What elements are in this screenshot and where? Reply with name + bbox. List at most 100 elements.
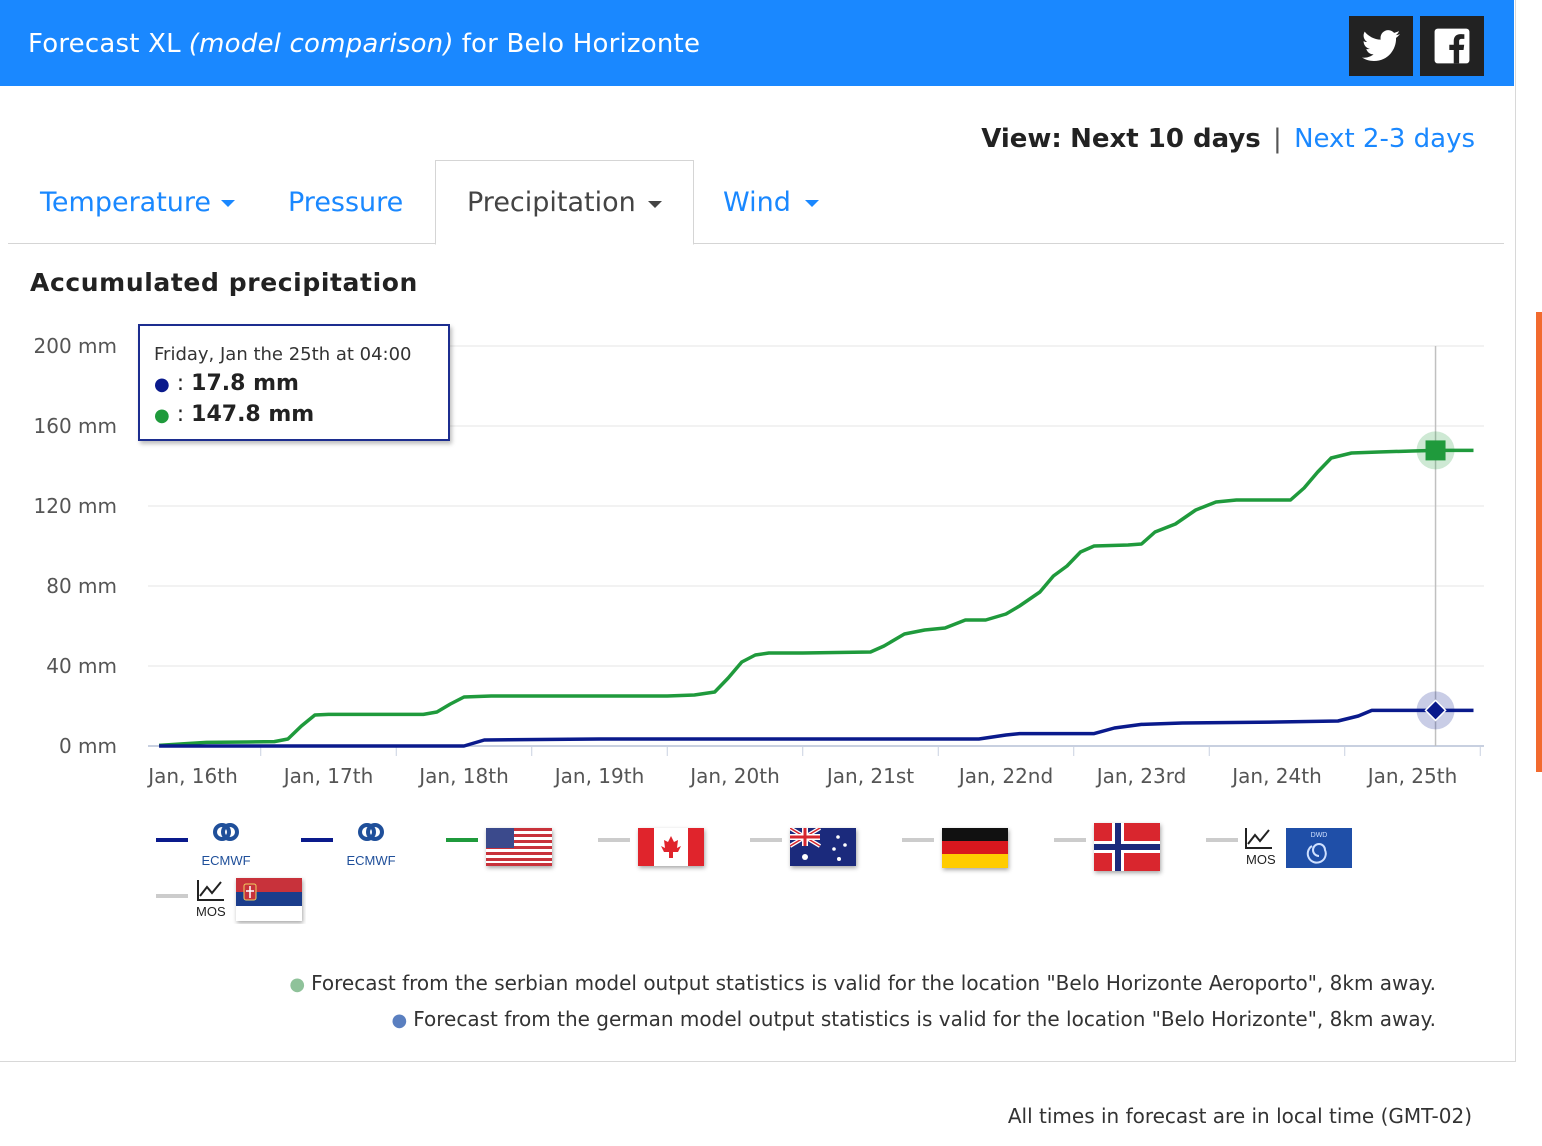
note-german: ● Forecast from the german model output s… — [289, 1002, 1437, 1038]
legend-line — [301, 838, 333, 842]
facebook-share-button[interactable] — [1420, 16, 1484, 76]
x-tick-label: Jan, 16th — [146, 764, 238, 788]
forecast-panel: Forecast XL (model comparison) for Belo Ho… — [0, 0, 1516, 1062]
tooltip-row-gfs: ● : 147.8 mm — [154, 402, 434, 427]
tab-wind-label: Wind — [723, 186, 791, 218]
legend-item-ecmwf-1[interactable]: ECMWF — [150, 818, 270, 868]
legend-item-mos-serbia[interactable]: MOS — [150, 874, 320, 924]
x-tick-label: Jan, 24th — [1230, 764, 1322, 788]
series-line-1 — [159, 708, 1474, 748]
mos-label: MOS — [1246, 852, 1276, 867]
dwd-badge-label: DWD — [1311, 832, 1328, 839]
note-text: Forecast from the german model output st… — [413, 1007, 1436, 1031]
x-tick-label: Jan, 19th — [553, 764, 645, 788]
page-title: Forecast XL (model comparison) for Belo Ho… — [28, 29, 700, 59]
note-text: Forecast from the serbian model output s… — [311, 971, 1436, 995]
title-bar: Forecast XL (model comparison) for Belo Ho… — [0, 0, 1514, 86]
tab-pressure[interactable]: Pressure — [288, 160, 403, 244]
y-tick-label: 200 mm — [34, 334, 118, 358]
legend-line — [156, 894, 188, 898]
legend-line — [902, 838, 934, 842]
tab-pressure-label: Pressure — [288, 186, 404, 218]
canada-flag-icon — [638, 828, 704, 866]
title-italic: (model comparison) — [188, 29, 454, 59]
chart-tooltip: Friday, Jan the 25th at 04:00 ● : 17.8 m… — [138, 324, 450, 441]
ecmwf-logo-icon: ECMWF — [201, 823, 251, 868]
tooltip-separator: : — [176, 371, 185, 396]
y-tick-label: 0 mm — [59, 734, 117, 758]
tooltip-header: Friday, Jan the 25th at 04:00 — [154, 344, 412, 365]
tab-precipitation[interactable]: Precipitation — [435, 160, 694, 245]
mos-serbia-flag-icon: MOS — [196, 878, 302, 921]
chevron-down-icon — [221, 200, 236, 207]
twitter-icon — [1362, 30, 1400, 62]
y-tick-label: 160 mm — [34, 414, 118, 438]
tooltip-value: 17.8 mm — [191, 371, 299, 396]
legend-line — [156, 838, 188, 842]
tab-bar: Temperature Pressure Precipitation Wind — [8, 160, 1504, 245]
note-serbian: ● Forecast from the serbian model output … — [289, 966, 1436, 1002]
norway-flag-icon — [1094, 823, 1160, 871]
x-tick-label: Jan, 18th — [417, 764, 509, 788]
legend-item-canada[interactable] — [592, 818, 712, 868]
view-alternative-link[interactable]: Next 2-3 days — [1294, 124, 1475, 154]
x-tick-label: Jan, 22nd — [957, 764, 1053, 788]
chart-title: Accumulated precipitation — [30, 268, 418, 297]
ecmwf-label: ECMWF — [201, 853, 250, 868]
tab-wind[interactable]: Wind — [723, 160, 819, 244]
series-dot-icon: ● — [154, 405, 170, 426]
tab-temperature[interactable]: Temperature — [40, 160, 236, 244]
legend-line — [446, 838, 478, 842]
legend-line — [750, 838, 782, 842]
mos-dwd-icon: MOS DWD — [1245, 828, 1352, 868]
legend-item-mos-dwd[interactable]: MOS DWD — [1200, 818, 1360, 868]
legend-item-usa[interactable] — [440, 818, 560, 868]
timezone-footer: All times in forecast are in local time … — [1007, 1104, 1472, 1128]
australia-flag-icon — [790, 828, 856, 866]
mos-label: MOS — [196, 904, 226, 919]
y-tick-label: 120 mm — [34, 494, 118, 518]
view-current: Next 10 days — [1070, 124, 1261, 154]
legend-item-germany[interactable] — [896, 818, 1016, 868]
square-marker — [1425, 440, 1446, 461]
x-tick-label: Jan, 23rd — [1095, 764, 1187, 788]
legend-line — [598, 838, 630, 842]
view-label: View: — [981, 124, 1062, 154]
model-location-notes: ● Forecast from the serbian model output … — [289, 966, 1436, 1038]
tab-temperature-label: Temperature — [40, 186, 212, 218]
y-tick-label: 40 mm — [46, 654, 117, 678]
y-tick-label: 80 mm — [46, 574, 117, 598]
x-tick-label: Jan, 20th — [688, 764, 780, 788]
ecmwf-logo-icon: ECMWF — [346, 823, 396, 868]
usa-flag-icon — [486, 828, 552, 866]
note-dot-icon: ● — [391, 1010, 408, 1031]
legend-item-ecmwf-2[interactable]: ECMWF — [295, 818, 415, 868]
ecmwf-label: ECMWF — [346, 853, 395, 868]
germany-flag-icon — [942, 828, 1008, 868]
diamond-marker — [1424, 699, 1447, 722]
legend-line — [1206, 838, 1238, 842]
x-tick-label: Jan, 25th — [1366, 764, 1458, 788]
view-separator: | — [1273, 124, 1282, 154]
tooltip-value: 147.8 mm — [191, 402, 315, 427]
tooltip-separator: : — [176, 402, 185, 427]
legend-item-norway[interactable] — [1048, 818, 1168, 871]
view-selector: View: Next 10 days | Next 2-3 days — [981, 124, 1475, 154]
title-location: for Belo Horizonte — [461, 29, 701, 59]
title-prefix: Forecast XL — [28, 29, 181, 59]
tooltip-row-ecmwf: ● : 17.8 mm — [154, 371, 434, 396]
chevron-down-icon — [804, 200, 819, 207]
note-dot-icon: ● — [289, 974, 306, 995]
series-dot-icon: ● — [154, 374, 170, 395]
series-line-0 — [158, 448, 1474, 748]
x-tick-label: Jan, 17th — [282, 764, 374, 788]
twitter-share-button[interactable] — [1349, 16, 1413, 76]
legend-item-australia[interactable] — [744, 818, 864, 868]
page-scrollbar[interactable] — [1536, 312, 1542, 772]
x-tick-label: Jan, 21st — [825, 764, 914, 788]
tab-precipitation-label: Precipitation — [467, 187, 636, 218]
facebook-icon — [1434, 28, 1470, 64]
precipitation-chart[interactable]: 0 mm 40 mm 80 mm 120 mm 160 mm 200 mm Jan, 16t… — [0, 300, 1516, 800]
chevron-down-icon — [647, 200, 662, 208]
legend-line — [1054, 838, 1086, 842]
